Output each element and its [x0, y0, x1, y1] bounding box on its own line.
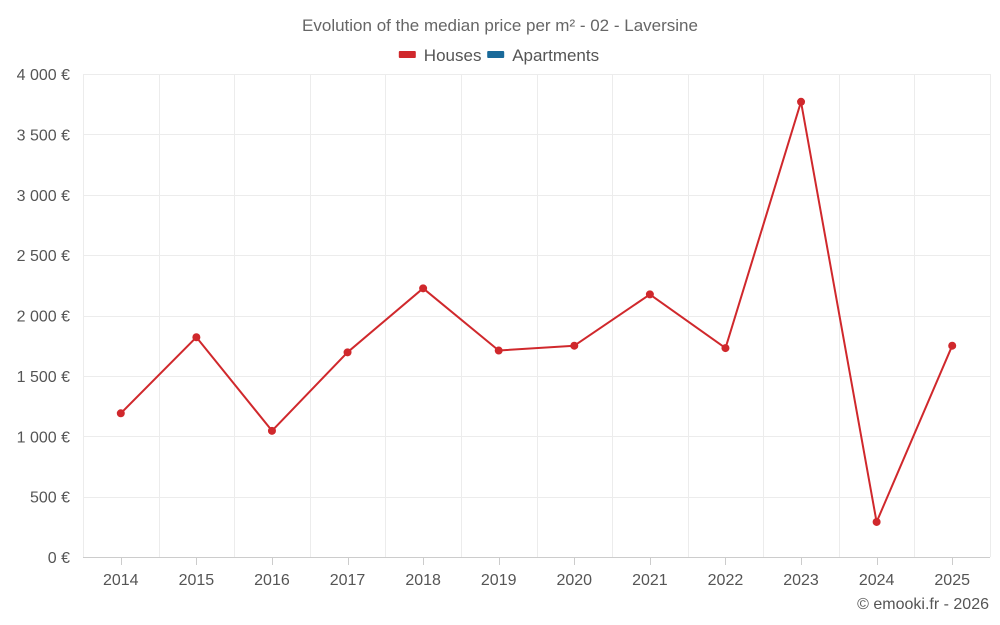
- axes: 0 € 500 € 1 000 € 1 500 € 2 000 € 2 500 € 3 00…: [17, 67, 990, 589]
- y-tick-label: 0 €: [48, 550, 70, 567]
- data-point-houses[interactable]: [721, 344, 730, 353]
- x-tick-label: 2020: [556, 572, 592, 589]
- y-tick-label: 2 500 €: [17, 248, 70, 265]
- legend: Houses Apartments: [398, 46, 599, 65]
- x-tick-label: 2016: [254, 572, 290, 589]
- x-tick-label: 2018: [405, 572, 441, 589]
- data-point-houses[interactable]: [116, 409, 125, 418]
- chart-title: Evolution of the median price per m² - 0…: [302, 16, 698, 35]
- y-tick-label: 2 000 €: [17, 309, 70, 326]
- credit-text: © emooki.fr - 2026: [857, 596, 989, 613]
- data-point-houses[interactable]: [494, 346, 503, 355]
- x-tick-label: 2024: [859, 572, 895, 589]
- x-tick-label: 2021: [632, 572, 668, 589]
- data-point-houses[interactable]: [419, 284, 428, 293]
- series-layer: [116, 97, 957, 526]
- data-point-houses[interactable]: [267, 426, 276, 435]
- x-tick-label: 2017: [330, 572, 366, 589]
- data-point-houses[interactable]: [570, 341, 579, 350]
- y-tick-label: 1 500 €: [17, 369, 70, 386]
- y-tick-label: 3 000 €: [17, 188, 70, 205]
- data-point-houses[interactable]: [872, 517, 881, 526]
- y-tick-label: 1 000 €: [17, 429, 70, 446]
- data-point-houses[interactable]: [797, 97, 806, 106]
- x-tick-label: 2025: [934, 572, 970, 589]
- y-tick-label: 3 500 €: [17, 127, 70, 144]
- legend-label-houses[interactable]: Houses: [424, 46, 482, 65]
- x-tick-label: 2022: [708, 572, 744, 589]
- legend-swatch-apartments[interactable]: [487, 51, 505, 58]
- legend-swatch-houses[interactable]: [398, 51, 416, 58]
- grid: [83, 74, 991, 557]
- series-line-houses: [120, 100, 954, 523]
- legend-label-apartments[interactable]: Apartments: [512, 46, 599, 65]
- x-tick-label: 2014: [103, 572, 139, 589]
- x-tick-label: 2019: [481, 572, 517, 589]
- data-point-houses[interactable]: [645, 290, 654, 299]
- data-point-houses[interactable]: [343, 348, 352, 357]
- data-point-houses[interactable]: [948, 341, 957, 350]
- x-tick-label: 2015: [179, 572, 215, 589]
- x-tick-label: 2023: [783, 572, 819, 589]
- data-point-houses[interactable]: [192, 333, 201, 342]
- y-tick-label: 4 000 €: [17, 67, 70, 84]
- y-tick-label: 500 €: [30, 490, 70, 507]
